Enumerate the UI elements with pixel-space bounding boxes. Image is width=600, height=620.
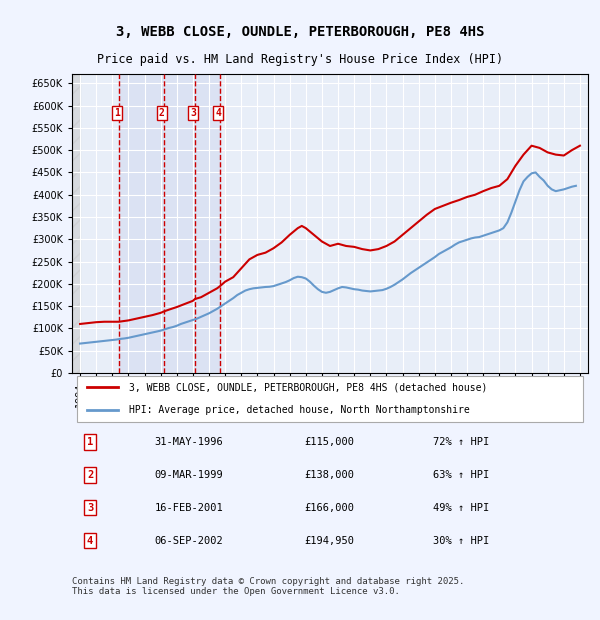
- Text: £166,000: £166,000: [304, 503, 354, 513]
- Text: Price paid vs. HM Land Registry's House Price Index (HPI): Price paid vs. HM Land Registry's House …: [97, 53, 503, 66]
- Text: 06-SEP-2002: 06-SEP-2002: [155, 536, 223, 546]
- Text: £138,000: £138,000: [304, 470, 354, 480]
- Text: 49% ↑ HPI: 49% ↑ HPI: [433, 503, 490, 513]
- Text: Contains HM Land Registry data © Crown copyright and database right 2025.
This d: Contains HM Land Registry data © Crown c…: [72, 577, 464, 596]
- Text: 72% ↑ HPI: 72% ↑ HPI: [433, 437, 490, 447]
- Text: 09-MAR-1999: 09-MAR-1999: [155, 470, 223, 480]
- Text: 4: 4: [87, 536, 93, 546]
- Text: 4: 4: [215, 108, 221, 118]
- FancyBboxPatch shape: [77, 376, 583, 422]
- Text: 16-FEB-2001: 16-FEB-2001: [155, 503, 223, 513]
- Text: £115,000: £115,000: [304, 437, 354, 447]
- Bar: [119, 74, 220, 373]
- Text: 2: 2: [159, 108, 165, 118]
- Text: HPI: Average price, detached house, North Northamptonshire: HPI: Average price, detached house, Nort…: [129, 405, 470, 415]
- Text: 3, WEBB CLOSE, OUNDLE, PETERBOROUGH, PE8 4HS: 3, WEBB CLOSE, OUNDLE, PETERBOROUGH, PE8…: [116, 25, 484, 39]
- Text: 30% ↑ HPI: 30% ↑ HPI: [433, 536, 490, 546]
- Text: 2: 2: [87, 470, 93, 480]
- Bar: [72, 74, 80, 373]
- Text: 3: 3: [190, 108, 196, 118]
- Text: £194,950: £194,950: [304, 536, 354, 546]
- Text: 31-MAY-1996: 31-MAY-1996: [155, 437, 223, 447]
- Text: 1: 1: [87, 437, 93, 447]
- Text: 1: 1: [114, 108, 120, 118]
- Text: 3, WEBB CLOSE, OUNDLE, PETERBOROUGH, PE8 4HS (detached house): 3, WEBB CLOSE, OUNDLE, PETERBOROUGH, PE8…: [129, 383, 487, 392]
- Text: 3: 3: [87, 503, 93, 513]
- Text: 63% ↑ HPI: 63% ↑ HPI: [433, 470, 490, 480]
